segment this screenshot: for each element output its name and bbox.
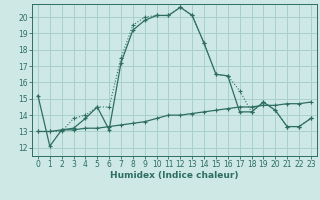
X-axis label: Humidex (Indice chaleur): Humidex (Indice chaleur) xyxy=(110,171,239,180)
